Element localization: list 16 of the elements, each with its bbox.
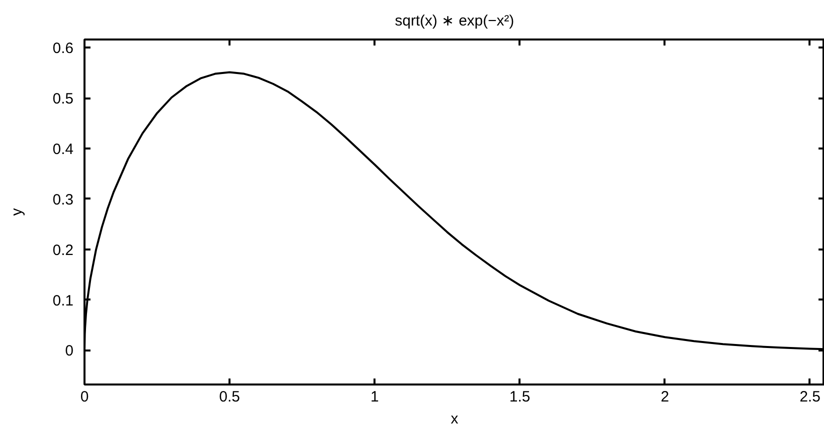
y-axis-title: y (8, 208, 26, 216)
y-tick-label: 0.2 (52, 242, 74, 259)
x-tick-label: 0 (80, 388, 89, 406)
y-tick-label: 0.1 (52, 292, 74, 310)
x-tick-label: 1.5 (509, 388, 530, 406)
chart-title: sqrt(x) ∗ exp(−x²) (394, 12, 514, 30)
x-tick-label: 1 (370, 388, 379, 406)
y-tick-label: 0.6 (52, 40, 74, 58)
x-tick-label: 2.5 (800, 388, 820, 406)
x-tick-label: 2 (660, 388, 670, 406)
y-tick-label: 0.4 (52, 140, 74, 158)
x-tick-label: 0.5 (219, 388, 240, 406)
x-axis-title: x (450, 410, 459, 428)
y-tick-label: 0.5 (52, 90, 74, 108)
y-tick-label: 0.3 (52, 191, 74, 208)
y-tick-label: 0 (65, 342, 74, 360)
